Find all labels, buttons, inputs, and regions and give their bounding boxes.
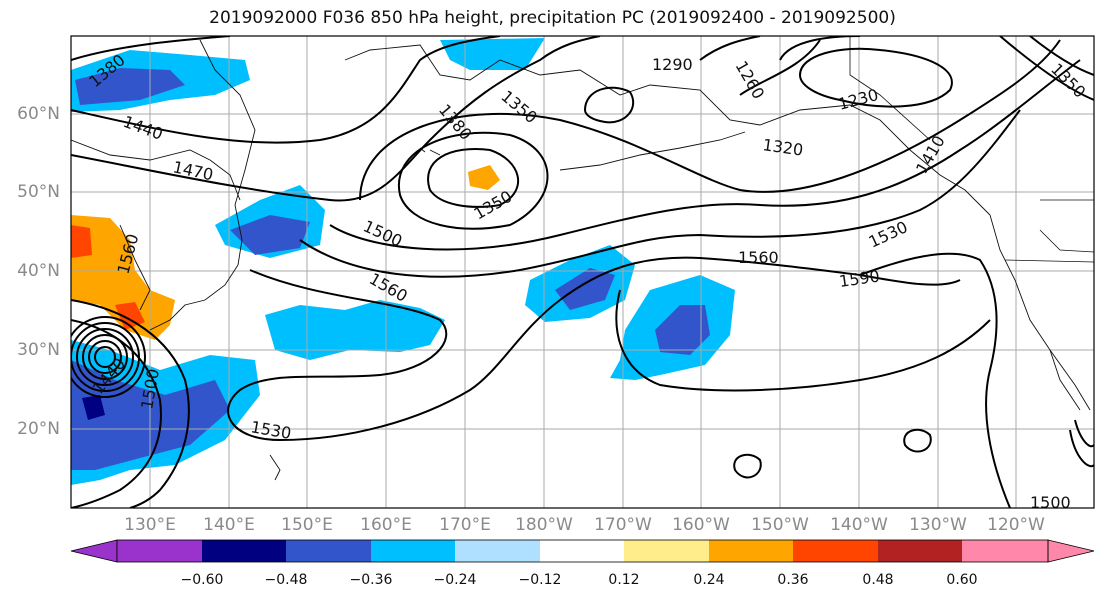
colorbar-frame [116, 539, 1049, 563]
contour-label: 1260 [732, 58, 769, 103]
lat-label: 30°N [17, 340, 60, 360]
map-frame [70, 35, 1095, 509]
colorbar-extend-high [1047, 539, 1095, 563]
colorbar-segment [962, 540, 1048, 562]
colorbar-segment [878, 540, 962, 562]
contour-label: 1410 [912, 132, 949, 177]
contour-label: 1530 [866, 217, 911, 251]
colorbar-tick-label: 0.36 [777, 572, 809, 588]
contour-label: 1590 [838, 266, 881, 290]
lon-label: 130°W [909, 515, 967, 535]
lon-label: 180°W [515, 515, 573, 535]
colorbar-segment [455, 540, 540, 562]
borders [849, 36, 1094, 263]
contour-label: 1440 [121, 112, 166, 144]
colorbar-tick-label: −0.48 [264, 572, 308, 588]
lat-label: 60°N [17, 104, 60, 124]
lat-label: 50°N [17, 182, 60, 202]
lon-label: 140°E [203, 515, 255, 535]
colorbar-segment [286, 540, 371, 562]
precip-area-typhoon-max [82, 395, 105, 420]
contour-label: 1320 [761, 135, 804, 159]
contour-label: 1350 [497, 87, 540, 128]
colorbar-tick-label: 0.12 [608, 572, 640, 588]
graticule [71, 36, 1094, 508]
colorbar-segment [709, 540, 793, 562]
precip-area-bering [440, 38, 545, 70]
precip-area-korea-core [71, 225, 92, 258]
lon-label: 160°W [672, 515, 730, 535]
contour-label: 1470 [171, 157, 215, 184]
colorbar-segment [117, 540, 202, 562]
lon-label: 170°W [594, 515, 652, 535]
colorbar-tick-label: −0.24 [433, 572, 477, 588]
colorbar-segment [540, 540, 624, 562]
lon-label: 140°W [830, 515, 888, 535]
lat-label: 20°N [17, 419, 60, 439]
colorbar [70, 539, 1095, 563]
map-title: 2019092000 F036 850 hPa height, precipit… [209, 8, 896, 28]
lon-label: 150°E [281, 515, 333, 535]
colorbar-segment [371, 540, 455, 562]
precip-positive-areas [71, 165, 500, 340]
colorbar-tick-label: 0.60 [946, 572, 978, 588]
colorbar-tick-label: −0.60 [180, 572, 224, 588]
contour-label: 1500 [1030, 493, 1071, 512]
precip-area-central-pacific [265, 300, 445, 360]
colorbar-segment [202, 540, 286, 562]
contour-label: 1500 [360, 216, 405, 250]
lon-label: 120°W [987, 515, 1045, 535]
precip-area-midpacific-core [555, 268, 615, 310]
lon-label: 160°E [360, 515, 412, 535]
lon-label: 170°E [439, 515, 491, 535]
precip-negative-areas [71, 38, 735, 485]
precip-area-korea [71, 215, 175, 340]
coastlines [71, 39, 1091, 481]
colorbar-segment [793, 540, 878, 562]
precip-area-kamchatka-core [75, 68, 185, 105]
lon-label: 130°E [124, 515, 176, 535]
precip-area-japan-east-core [230, 215, 310, 255]
lon-label: 150°W [751, 515, 809, 535]
precip-area-east-pacific-core [655, 305, 710, 355]
lat-label: 40°N [17, 261, 60, 281]
precip-area-north-pacific-pos [468, 165, 500, 190]
typhoon-rings [71, 316, 146, 398]
colorbar-tick-label: 0.48 [862, 572, 894, 588]
contour-label: 1290 [652, 55, 693, 74]
contour-label: 1380 [435, 100, 476, 143]
colorbar-tick-label: −0.12 [518, 572, 562, 588]
contour-label: 1560 [738, 248, 779, 267]
colorbar-tick-label: 0.24 [693, 572, 725, 588]
contour-label: 1530 [249, 417, 292, 443]
colorbar-tick-label: −0.36 [349, 572, 393, 588]
colorbar-extend-low [70, 539, 118, 563]
height-contours [71, 36, 1094, 508]
colorbar-segment [624, 540, 709, 562]
